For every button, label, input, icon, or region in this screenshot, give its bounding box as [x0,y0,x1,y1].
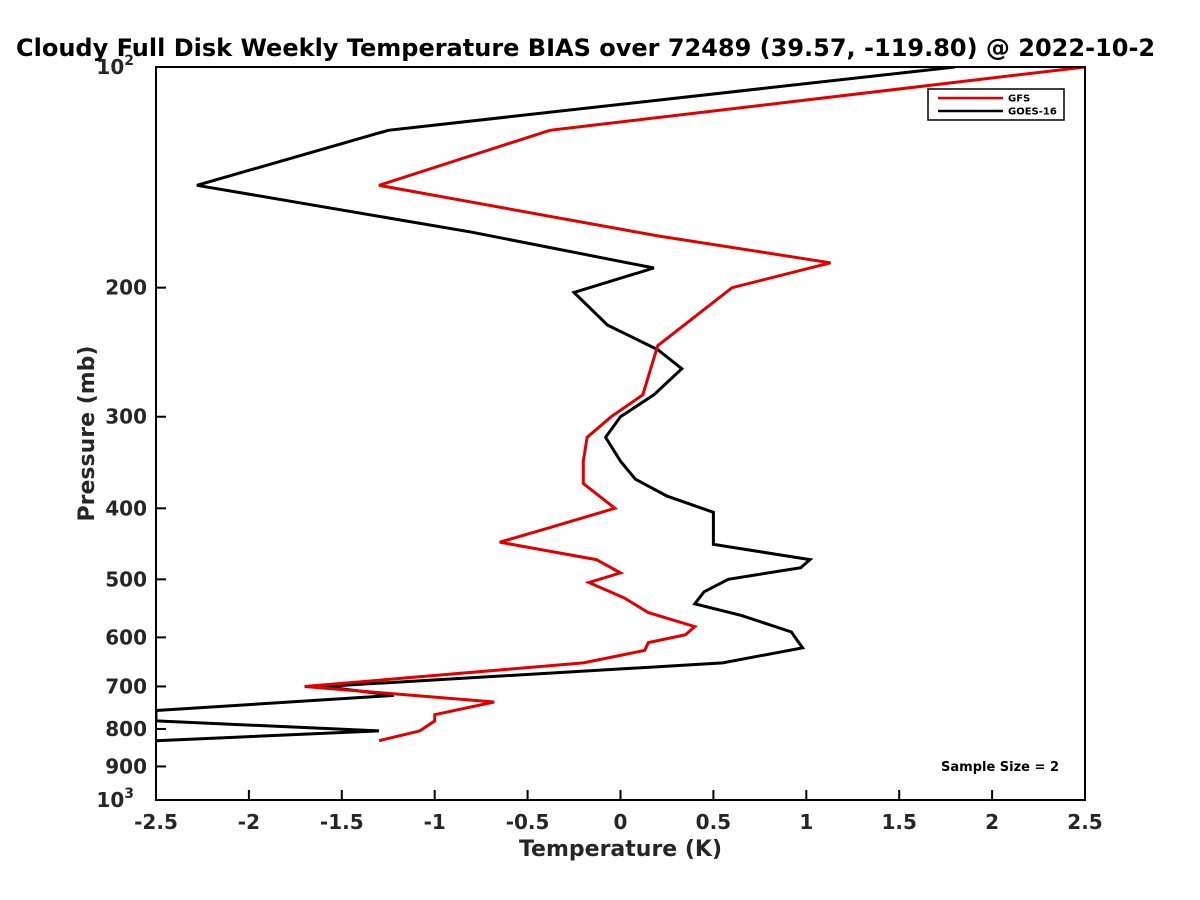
x-tick-label: -1.5 [320,810,364,834]
y-tick-label: 300 [105,405,147,429]
x-tick-label: -1 [424,810,446,834]
y-tick-label: 103 [96,786,134,812]
series-line-goes-16 [156,67,956,743]
y-axis-label: Pressure (mb) [75,346,100,522]
series-line-gfs [304,67,1085,743]
x-tick-label: 0.5 [696,810,731,834]
x-tick-label: -2 [238,810,260,834]
x-axis-label: Temperature (K) [519,837,722,862]
y-tick-label: 700 [105,674,147,698]
legend-box [927,88,1065,121]
chart-title: Cloudy Full Disk Weekly Temperature BIAS… [16,34,1155,62]
y-tick-label: 600 [105,625,147,649]
x-tick-label: 1.5 [881,810,916,834]
legend: GFS GOES-16 [927,88,1065,121]
y-tick-label: 800 [105,717,147,741]
sample-size-annotation: Sample Size = 2 [941,760,1059,775]
y-tick-label: 500 [105,567,147,591]
x-tick-label: -2.5 [134,810,178,834]
y-tick-label: 400 [105,496,147,520]
x-tick-label: 0 [614,810,628,834]
legend-label-goes-16: GOES-16 [1008,107,1057,118]
y-tick-label: 900 [105,754,147,778]
x-tick-label: 1 [799,810,813,834]
plot-area-frame [155,66,1086,801]
legend-label-gfs: GFS [1008,94,1030,105]
y-tick-label: 102 [96,53,134,79]
x-tick-label: 2 [985,810,999,834]
y-tick-label: 200 [105,276,147,300]
x-tick-label: -0.5 [506,810,550,834]
x-tick-label: 2.5 [1067,810,1102,834]
